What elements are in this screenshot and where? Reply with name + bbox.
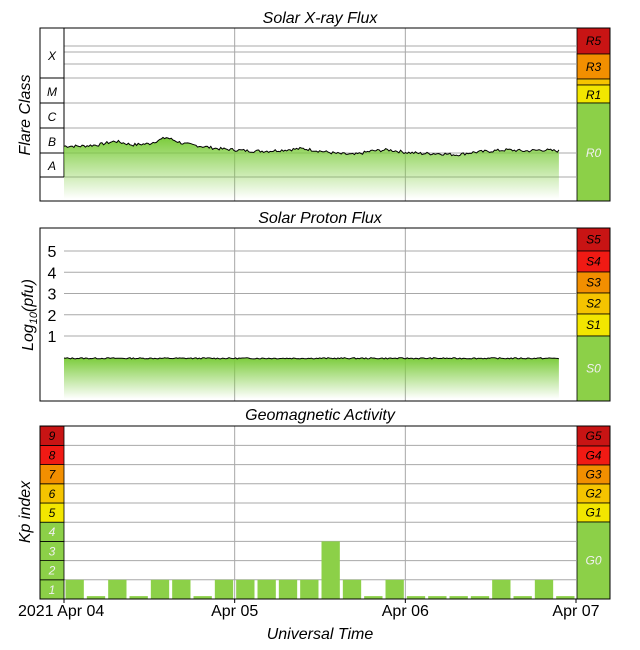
proton-ylabel: Log10(pfu) xyxy=(20,279,40,351)
xray-r-scale: R5 R3 R1 R0 xyxy=(576,27,611,202)
kp-bar xyxy=(236,579,255,599)
g-scale-label-G4: G4 xyxy=(585,449,601,463)
g-scale-label-G2: G2 xyxy=(585,487,601,501)
kp-bars xyxy=(65,541,575,599)
kp-bar xyxy=(108,579,127,599)
proton-flux-area xyxy=(64,357,559,399)
kp-index-column: 1 2 3 4 5 6 7 8 9 xyxy=(39,425,65,600)
r-scale-label-R5: R5 xyxy=(586,34,602,48)
proton-s-scale: S5 S4 S3 S2 S1 S0 xyxy=(576,227,611,402)
class-label-X: X xyxy=(47,49,57,63)
kp-frame xyxy=(39,425,611,600)
kp-bar xyxy=(342,579,362,599)
r-scale-block xyxy=(576,102,611,202)
class-label-A: A xyxy=(47,159,56,173)
x-tick-label: 2021 Apr 04 xyxy=(18,603,104,620)
class-label-M: M xyxy=(47,85,57,99)
x-tick-label: Apr 07 xyxy=(552,603,599,620)
x-tick-labels: 2021 Apr 04 Apr 05 Apr 06 Apr 07 xyxy=(18,599,600,620)
xray-ylabel: Flare Class xyxy=(17,75,34,156)
g-scale-label-G0: G0 xyxy=(585,554,601,568)
proton-title: Solar Proton Flux xyxy=(258,210,383,227)
kp-bar xyxy=(428,596,447,599)
proton-yticks: 1 2 3 4 5 xyxy=(48,244,57,346)
kp-title: Geomagnetic Activity xyxy=(245,407,396,424)
kp-bar xyxy=(150,579,170,599)
g-scale-label-G3: G3 xyxy=(585,468,601,482)
s-scale-label-S2: S2 xyxy=(586,297,601,311)
kp-bar xyxy=(321,541,340,599)
kp-bar xyxy=(556,596,575,599)
kp-bar xyxy=(470,596,490,599)
kp-bar xyxy=(300,579,319,599)
kp-index-label-4: 4 xyxy=(49,525,56,539)
kp-bar xyxy=(257,579,276,599)
g-scale-block xyxy=(576,521,611,600)
r-scale-block xyxy=(576,78,611,86)
kp-bar xyxy=(492,579,511,599)
proton-ytick-4: 4 xyxy=(48,265,57,282)
r-scale-label-R3: R3 xyxy=(586,60,602,74)
proton-ytick-1: 1 xyxy=(48,329,57,346)
kp-index-label-5: 5 xyxy=(49,506,56,520)
g-scale-label-G5: G5 xyxy=(585,429,601,443)
kp-bar xyxy=(278,579,298,599)
xray-flux-line xyxy=(63,136,560,157)
x-tick-label: Apr 06 xyxy=(382,603,429,620)
kp-bar xyxy=(65,579,84,599)
s-scale-label-S0: S0 xyxy=(586,362,601,376)
s-scale-label-S4: S4 xyxy=(586,255,601,269)
kp-g-scale: G5 G4 G3 G2 G1 G0 xyxy=(576,425,611,600)
s-scale-label-S5: S5 xyxy=(586,233,601,247)
s-scale-block xyxy=(576,335,611,402)
kp-bar xyxy=(534,579,554,599)
kp-bar xyxy=(129,596,148,599)
xray-frame xyxy=(39,27,611,202)
proton-ytick-5: 5 xyxy=(48,244,57,261)
r-scale-label-R1: R1 xyxy=(586,88,601,102)
kp-index-label-7: 7 xyxy=(49,468,57,482)
class-label-B: B xyxy=(48,135,56,149)
kp-index-label-9: 9 xyxy=(49,429,56,443)
x-tick-label: Apr 05 xyxy=(211,603,258,620)
xray-title: Solar X-ray Flux xyxy=(263,10,379,27)
class-label-C: C xyxy=(48,110,57,124)
s-scale-label-S3: S3 xyxy=(586,276,601,290)
kp-bar xyxy=(214,579,234,599)
kp-bar xyxy=(385,579,404,599)
proton-frame xyxy=(39,227,611,402)
proton-ytick-3: 3 xyxy=(48,287,57,304)
kp-bar xyxy=(172,579,191,599)
kp-bar xyxy=(406,596,426,599)
kp-ylabel: Kp index xyxy=(17,480,34,543)
kp-index-label-1: 1 xyxy=(49,583,56,597)
kp-grid xyxy=(64,426,576,599)
g-scale-label-G1: G1 xyxy=(585,506,601,520)
kp-index-label-8: 8 xyxy=(49,448,56,462)
kp-bar xyxy=(513,596,532,599)
kp-bar xyxy=(364,596,383,599)
kp-bar xyxy=(86,596,106,599)
r-scale-label-R0: R0 xyxy=(586,146,602,160)
x-axis-label: Universal Time xyxy=(267,626,374,643)
kp-bar xyxy=(193,596,212,599)
kp-index-label-2: 2 xyxy=(48,564,56,578)
proton-ytick-2: 2 xyxy=(48,308,57,325)
kp-bar xyxy=(449,596,468,599)
xray-flux-area xyxy=(64,137,559,199)
s-scale-label-S1: S1 xyxy=(586,318,601,332)
kp-index-label-3: 3 xyxy=(49,544,56,558)
proton-flux-line xyxy=(63,357,559,360)
kp-index-label-6: 6 xyxy=(49,487,56,501)
